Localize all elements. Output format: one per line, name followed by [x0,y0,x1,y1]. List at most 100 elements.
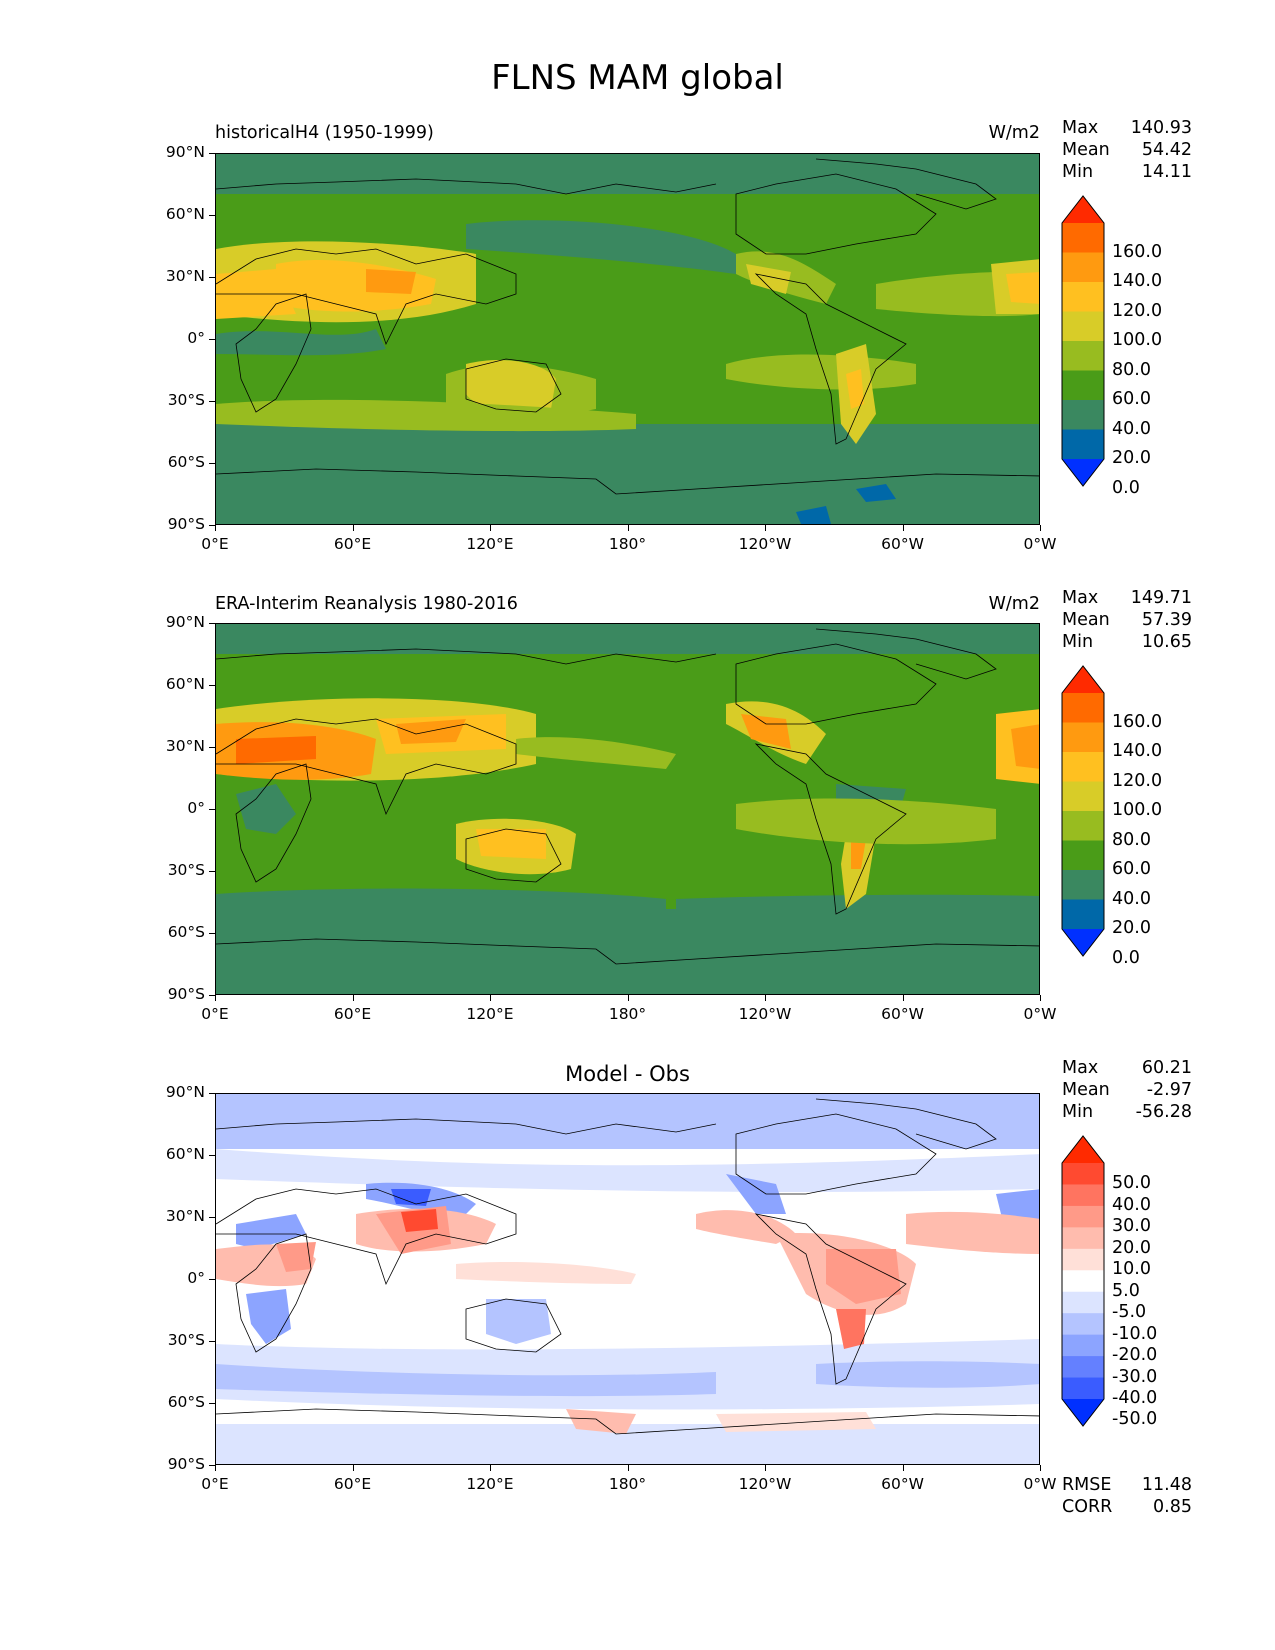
stat-mean: Mean 57.39 [1062,609,1192,631]
x-tick-label: 180° [608,535,647,553]
colorbar-segment [1062,666,1104,693]
y-tick-label: 30°N [165,1207,205,1225]
colorbar-segment [1062,370,1104,401]
stat-min-value: 14.11 [1141,162,1192,182]
x-tick-label: 60°W [881,535,924,553]
stat-mean-value: -2.97 [1146,1080,1192,1100]
x-tick [215,995,217,1001]
x-tick [765,995,767,1001]
stat-max: Max 140.93 [1062,117,1192,139]
colorbar-label: 40.0 [1112,1194,1151,1215]
colorbar-segment [1062,1248,1104,1271]
x-tick-label: 120°E [466,1005,514,1023]
colorbar-segment [1062,1334,1104,1357]
colorbar [1061,1135,1105,1427]
colorbar-label: 10.0 [1112,1259,1151,1280]
stat-max: Max 149.71 [1062,587,1192,609]
y-tick-label: 60°S [167,453,205,471]
x-tick [627,995,629,1001]
colorbar-label: 20.0 [1112,1237,1151,1258]
colorbar-label: 100.0 [1112,330,1163,350]
x-tick [352,525,354,531]
stat-mean-label: Mean [1062,140,1110,160]
stat-max-label: Max [1062,588,1099,608]
metric-corr-label: CORR [1062,1497,1113,1517]
x-tick-label: 60°W [881,1475,924,1493]
colorbar-label: 40.0 [1112,418,1151,439]
y-tick [209,153,215,155]
x-tick-label: 0°W [1023,535,1057,553]
x-tick [215,525,217,531]
x-tick-label: 120°E [466,535,514,553]
y-tick-label: 90°N [165,143,205,161]
y-tick [209,1155,215,1157]
colorbar-segment [1062,781,1104,812]
metric-corr-value: 0.85 [1153,1497,1192,1517]
y-tick-label: 90°N [165,1083,205,1101]
colorbar-segment [1062,1270,1104,1293]
map-plot [215,153,1040,525]
colorbar-label: -5.0 [1112,1302,1147,1323]
stat-max: Max 60.21 [1062,1057,1192,1079]
y-tick [209,623,215,625]
colorbar-segment [1062,459,1104,486]
colorbar-segment [1062,429,1104,460]
colorbar-segment [1062,252,1104,283]
x-tick [902,525,904,531]
x-tick-label: 60°E [333,535,372,553]
y-tick [209,933,215,935]
colorbar-segment [1062,1227,1104,1250]
x-tick-label: 120°W [738,1005,792,1023]
x-tick-label: 120°W [738,535,792,553]
colorbar-label: -20.0 [1112,1345,1158,1366]
colorbar-label: 5.0 [1112,1280,1140,1301]
colorbar-segment [1062,1377,1104,1400]
colorbar-segment [1062,1291,1104,1314]
x-tick-label: 0°E [201,1475,229,1493]
x-tick [490,525,492,531]
colorbar-segment [1062,870,1104,900]
y-tick [209,525,215,527]
colorbar-label: 60.0 [1112,859,1151,879]
stat-min: Min -56.28 [1062,1101,1192,1123]
x-tick [352,995,354,1001]
colorbar-segment [1062,929,1104,956]
stat-mean-label: Mean [1062,1080,1110,1100]
x-tick-label: 180° [608,1005,647,1023]
stats-block: Max 60.21 Mean -2.97 Min -56.28 [1062,1057,1192,1123]
stat-mean: Mean 54.42 [1062,139,1192,161]
x-tick [490,1465,492,1471]
x-tick-label: 0°E [201,535,229,553]
colorbar-label: 80.0 [1112,359,1151,380]
colorbar-segment [1062,752,1104,782]
stat-max-value: 140.93 [1130,118,1192,138]
colorbar-label: 0.0 [1112,477,1140,498]
colorbar-label: 140.0 [1112,741,1163,761]
colorbar-outline [1061,665,1105,957]
panel-title: ERA-Interim Reanalysis 1980-2016 [215,594,518,614]
x-tick-label: 0°W [1023,1475,1057,1493]
x-tick-label: 120°E [466,1475,514,1493]
x-tick [490,995,492,1001]
stat-min: Min 14.11 [1062,161,1192,183]
units-label: W/m2 [988,123,1040,143]
colorbar-segment [1062,341,1104,371]
y-tick [209,1403,215,1405]
colorbar-label: -40.0 [1112,1388,1158,1408]
colorbar-segment [1062,223,1104,253]
colorbar-label: 20.0 [1112,918,1151,938]
x-tick-label: 60°E [333,1005,372,1023]
y-tick-label: 90°S [167,985,205,1003]
colorbar-outline [1061,195,1105,487]
colorbar-segment [1062,722,1104,753]
x-tick [765,525,767,531]
x-tick [1040,1465,1042,1471]
stat-min-value: 10.65 [1141,632,1192,652]
colorbar-label: 120.0 [1112,300,1163,321]
y-tick-label: 90°S [167,515,205,533]
stat-min-label: Min [1062,632,1094,652]
x-tick-label: 120°W [738,1475,792,1493]
x-tick [627,525,629,531]
colorbar-segment [1062,899,1104,930]
colorbar-label: 0.0 [1112,947,1140,968]
